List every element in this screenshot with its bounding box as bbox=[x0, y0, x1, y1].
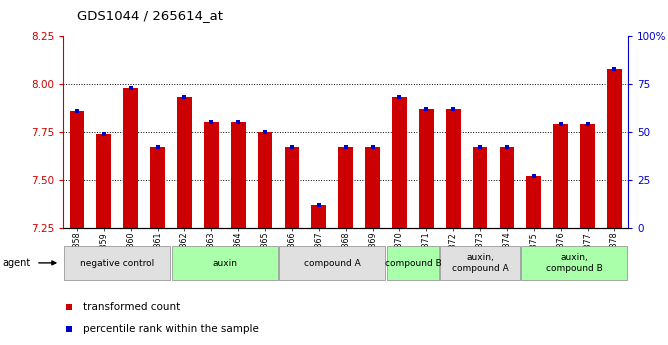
Bar bbox=[177, 98, 192, 228]
Bar bbox=[258, 132, 273, 228]
Text: compound A: compound A bbox=[304, 258, 361, 268]
Bar bbox=[440, 246, 520, 280]
Bar bbox=[526, 176, 541, 228]
Bar bbox=[553, 124, 568, 228]
Bar bbox=[96, 134, 111, 228]
Bar bbox=[338, 147, 353, 228]
Bar bbox=[419, 109, 434, 228]
Bar bbox=[387, 246, 440, 280]
Bar bbox=[64, 246, 170, 280]
Bar bbox=[285, 147, 299, 228]
Text: negative control: negative control bbox=[80, 258, 154, 268]
Bar bbox=[311, 205, 326, 228]
Bar bbox=[365, 147, 380, 228]
Text: compound B: compound B bbox=[385, 258, 442, 268]
Bar bbox=[204, 122, 218, 228]
Text: auxin,
compound A: auxin, compound A bbox=[452, 253, 508, 273]
Bar bbox=[521, 246, 627, 280]
Bar bbox=[580, 124, 595, 228]
Text: agent: agent bbox=[2, 258, 30, 268]
Bar bbox=[392, 98, 407, 228]
Bar bbox=[172, 246, 278, 280]
Bar bbox=[473, 147, 488, 228]
Bar bbox=[446, 109, 461, 228]
Text: transformed count: transformed count bbox=[84, 302, 180, 312]
Text: GDS1044 / 265614_at: GDS1044 / 265614_at bbox=[77, 9, 223, 22]
Bar bbox=[150, 147, 165, 228]
Bar bbox=[69, 111, 84, 228]
Text: auxin: auxin bbox=[212, 258, 237, 268]
Text: percentile rank within the sample: percentile rank within the sample bbox=[84, 324, 259, 334]
Bar bbox=[230, 122, 246, 228]
Bar bbox=[124, 88, 138, 228]
Bar bbox=[500, 147, 514, 228]
Text: auxin,
compound B: auxin, compound B bbox=[546, 253, 603, 273]
Bar bbox=[607, 69, 622, 228]
Bar bbox=[279, 246, 385, 280]
